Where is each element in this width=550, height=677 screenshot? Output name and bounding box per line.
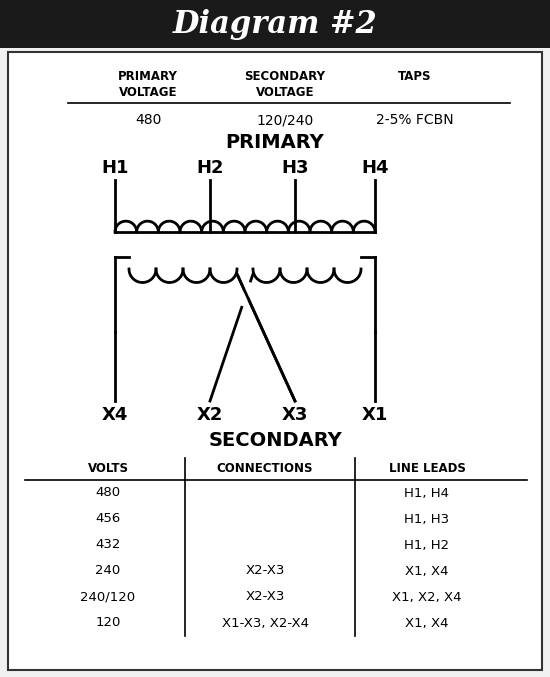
Text: 120/240: 120/240	[256, 113, 314, 127]
Text: H1, H3: H1, H3	[404, 512, 449, 525]
Text: X1, X4: X1, X4	[405, 617, 449, 630]
Text: SECONDARY: SECONDARY	[208, 431, 342, 450]
Text: Diagram #2: Diagram #2	[173, 9, 377, 39]
Text: X2-X3: X2-X3	[245, 590, 285, 603]
Text: H1, H2: H1, H2	[404, 538, 449, 552]
Text: X3: X3	[282, 406, 308, 424]
Text: 120: 120	[95, 617, 120, 630]
Text: H1: H1	[101, 159, 129, 177]
Text: X2-X3: X2-X3	[245, 565, 285, 577]
Text: H4: H4	[361, 159, 389, 177]
Text: H3: H3	[281, 159, 309, 177]
Text: 480: 480	[135, 113, 161, 127]
Text: VOLTS: VOLTS	[87, 462, 129, 475]
Bar	[0, 0, 550, 48]
Text: CONNECTIONS: CONNECTIONS	[217, 462, 314, 475]
Text: 456: 456	[95, 512, 120, 525]
Text: 480: 480	[96, 487, 120, 500]
Text: X2: X2	[197, 406, 223, 424]
Text: H2: H2	[196, 159, 224, 177]
Text: 2-5% FCBN: 2-5% FCBN	[376, 113, 454, 127]
Text: X1: X1	[362, 406, 388, 424]
Text: PRIMARY: PRIMARY	[226, 133, 324, 152]
Text: 240/120: 240/120	[80, 590, 135, 603]
Text: X1, X4: X1, X4	[405, 565, 449, 577]
Text: SECONDARY
VOLTAGE: SECONDARY VOLTAGE	[245, 70, 326, 99]
Text: PRIMARY
VOLTAGE: PRIMARY VOLTAGE	[118, 70, 178, 99]
Text: X1-X3, X2-X4: X1-X3, X2-X4	[222, 617, 309, 630]
Text: TAPS: TAPS	[398, 70, 432, 83]
Text: H1, H4: H1, H4	[404, 487, 449, 500]
Text: 240: 240	[95, 565, 120, 577]
Text: X4: X4	[102, 406, 128, 424]
Text: LINE LEADS: LINE LEADS	[388, 462, 465, 475]
Text: X1, X2, X4: X1, X2, X4	[392, 590, 462, 603]
Text: 432: 432	[95, 538, 120, 552]
